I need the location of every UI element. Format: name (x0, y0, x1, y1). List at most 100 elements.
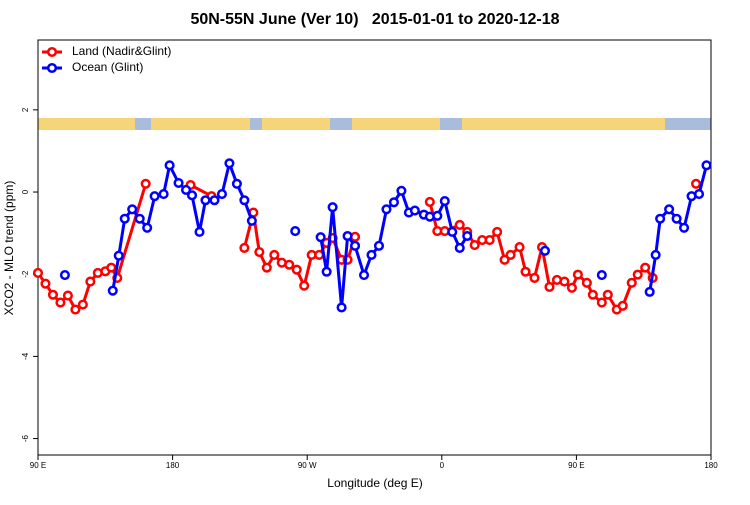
data-point (142, 222, 153, 233)
data-point (602, 289, 613, 300)
data-point (424, 196, 435, 207)
data-point (299, 280, 310, 291)
data-point (119, 213, 130, 224)
data-point (70, 304, 81, 315)
data-point (447, 226, 458, 237)
data-point (62, 290, 73, 301)
data-point (505, 249, 516, 260)
data-point (231, 178, 242, 189)
data-point (158, 189, 169, 200)
data-point (650, 249, 661, 260)
data-point (454, 242, 465, 253)
y-tick-label: 0 (21, 189, 30, 194)
data-point (224, 158, 235, 169)
x-tick-label: 90 E (30, 461, 46, 470)
data-point (617, 300, 628, 311)
data-point (454, 219, 465, 230)
data-point (59, 269, 70, 281)
data-point (186, 190, 198, 201)
data-point (469, 239, 480, 251)
data-point (596, 297, 607, 308)
data-point (655, 213, 666, 224)
data-point (587, 289, 598, 300)
data-point (596, 269, 607, 281)
x-tick-label: 180 (166, 461, 180, 470)
legend-marker (46, 46, 58, 58)
data-point (200, 195, 211, 206)
data-point (388, 197, 399, 208)
data-point (366, 249, 377, 260)
data-point (164, 160, 175, 171)
data-point (492, 226, 503, 237)
data-point (127, 204, 138, 215)
chart-title: 50N-55N June (Ver 10) 2015-01-01 to 2020… (190, 11, 559, 28)
data-point (626, 277, 637, 288)
y-tick-label: -2 (21, 270, 30, 278)
x-tick-label: 180 (704, 461, 718, 470)
data-point (134, 213, 145, 224)
data-point (315, 232, 326, 243)
data-point (216, 189, 228, 200)
data-point (381, 204, 392, 215)
data-point (140, 178, 151, 189)
data-point (679, 222, 690, 233)
data-point (350, 240, 361, 251)
legend-marker (46, 62, 58, 74)
data-point (239, 242, 250, 253)
data-point (261, 262, 272, 273)
data-point (439, 196, 450, 207)
y-tick-label: 2 (21, 107, 30, 112)
legend-label: Land (Nadir&Glint) (72, 44, 171, 58)
data-point (269, 249, 280, 260)
y-tick-label: -4 (21, 352, 30, 360)
y-axis-label: XCO2 - MLO trend (ppm) (2, 181, 16, 316)
data-point (701, 160, 712, 171)
x-tick-label: 90 W (298, 461, 317, 470)
data-point (690, 178, 702, 189)
data-point (693, 189, 705, 200)
data-point (77, 299, 88, 310)
data-point (539, 245, 551, 256)
data-point (209, 195, 220, 206)
data-point (559, 276, 570, 287)
data-point (85, 276, 96, 287)
data-point (336, 302, 347, 313)
data-point (432, 210, 443, 221)
data-point (572, 269, 583, 280)
data-point (358, 269, 370, 281)
data-point (47, 289, 59, 300)
x-axis-label: Longitude (deg E) (327, 476, 422, 490)
data-point (40, 278, 51, 289)
data-point (632, 269, 643, 280)
data-point (520, 266, 531, 277)
data-point (396, 185, 407, 196)
data-point (529, 272, 540, 283)
data-point (107, 285, 118, 296)
data-point (254, 246, 265, 258)
data-point (194, 226, 205, 237)
data-point (239, 195, 250, 206)
data-point (55, 297, 66, 308)
data-point (32, 267, 44, 279)
data-point (290, 226, 301, 237)
y-tick-label: -6 (21, 434, 30, 442)
data-point (664, 204, 675, 215)
data-point (327, 202, 338, 213)
data-point (409, 205, 420, 216)
data-point (321, 266, 332, 277)
legend-label: Ocean (Glint) (72, 60, 143, 74)
x-tick-label: 90 E (568, 461, 584, 470)
data-point (499, 254, 510, 265)
plot-frame (37, 39, 712, 456)
data-point (581, 277, 592, 288)
data-point (671, 213, 682, 224)
x-tick-label: 0 (440, 461, 445, 470)
data-point (284, 259, 295, 270)
data-point (181, 184, 192, 196)
series-line (38, 184, 696, 310)
data-point (106, 262, 117, 273)
land-mask-strip (38, 118, 711, 130)
data-point (342, 230, 353, 242)
data-point (173, 177, 184, 189)
